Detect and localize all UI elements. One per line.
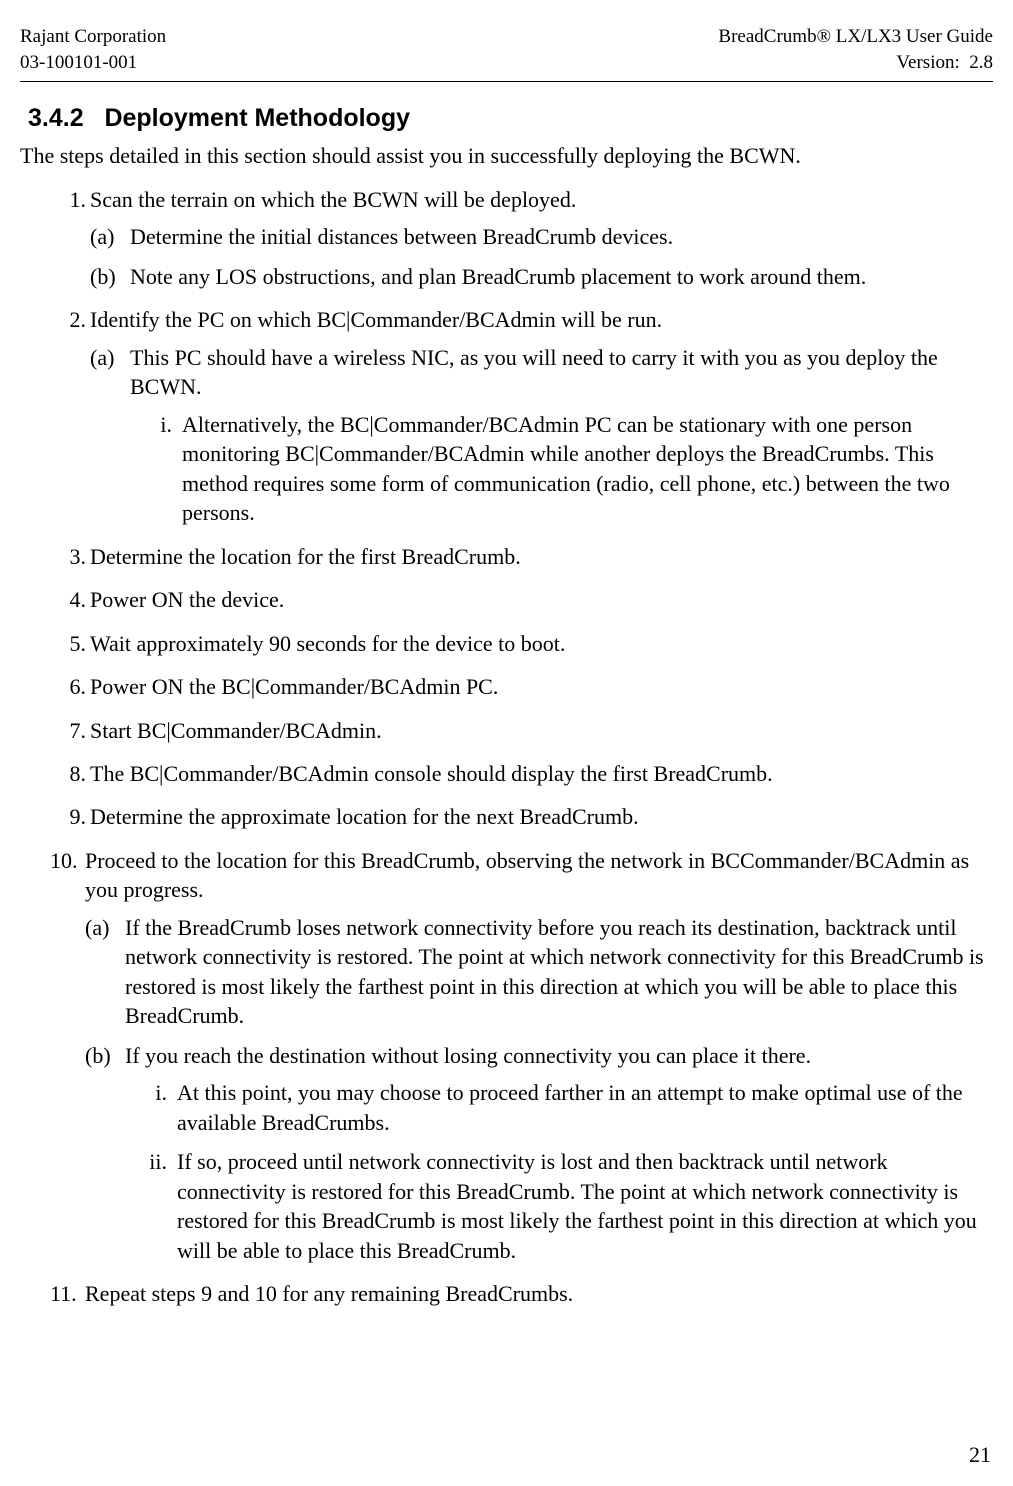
page-header: Rajant Corporation 03-100101-001 BreadCr…: [20, 24, 993, 75]
step-6: 6. Power ON the BC|Commander/BCAdmin PC.: [20, 672, 993, 701]
step-1-sublist: (a) Determine the initial distances betw…: [90, 222, 993, 291]
step-number: 5.: [56, 629, 86, 658]
sub-text: If you reach the destination without los…: [125, 1043, 811, 1068]
step-2a-i: i. Alternatively, the BC|Commander/BCAdm…: [130, 410, 993, 528]
page: Rajant Corporation 03-100101-001 BreadCr…: [0, 0, 1013, 1486]
section-title: Deployment Methodology: [104, 104, 410, 132]
step-10a: (a) If the BreadCrumb loses network conn…: [85, 913, 993, 1031]
sub-text: Determine the initial distances between …: [130, 224, 673, 249]
step-text: Repeat steps 9 and 10 for any remaining …: [85, 1281, 573, 1306]
sub-label: (a): [85, 913, 109, 942]
step-10b-i: i. At this point, you may choose to proc…: [125, 1078, 993, 1137]
step-2-sublist: (a) This PC should have a wireless NIC, …: [90, 343, 993, 528]
step-number: 1.: [56, 185, 86, 214]
roman-label: ii.: [133, 1147, 167, 1176]
step-4: 4. Power ON the device.: [20, 585, 993, 614]
step-text: Determine the location for the first Bre…: [90, 544, 521, 569]
step-number: 7.: [56, 716, 86, 745]
step-1a: (a) Determine the initial distances betw…: [90, 222, 993, 251]
steps-list: 1. Scan the terrain on which the BCWN wi…: [20, 185, 993, 1309]
step-3: 3. Determine the location for the first …: [20, 542, 993, 571]
sub-label: (a): [90, 343, 114, 372]
roman-text: At this point, you may choose to proceed…: [177, 1080, 963, 1134]
sub-text: Note any LOS obstructions, and plan Brea…: [130, 264, 866, 289]
step-10b: (b) If you reach the destination without…: [85, 1041, 993, 1265]
step-8: 8. The BC|Commander/BCAdmin console shou…: [20, 759, 993, 788]
step-number: 4.: [56, 585, 86, 614]
step-text: Determine the approximate location for t…: [90, 804, 639, 829]
header-left: Rajant Corporation 03-100101-001: [20, 24, 166, 75]
header-right: BreadCrumb® LX/LX3 User Guide Version: 2…: [718, 24, 993, 75]
section-heading: 3.4.2 Deployment Methodology: [28, 104, 993, 133]
step-10b-ii: ii. If so, proceed until network connect…: [125, 1147, 993, 1265]
step-text: The BC|Commander/BCAdmin console should …: [90, 761, 773, 786]
step-number: 3.: [56, 542, 86, 571]
roman-text: Alternatively, the BC|Commander/BCAdmin …: [182, 412, 950, 525]
step-5: 5. Wait approximately 90 seconds for the…: [20, 629, 993, 658]
header-rule: [20, 81, 993, 82]
step-number: 11.: [50, 1279, 84, 1308]
sub-label: (b): [85, 1041, 111, 1070]
step-number: 6.: [56, 672, 86, 701]
step-text: Power ON the device.: [90, 587, 284, 612]
step-text: Scan the terrain on which the BCWN will …: [90, 187, 576, 212]
step-text: Start BC|Commander/BCAdmin.: [90, 718, 382, 743]
step-text: Wait approximately 90 seconds for the de…: [90, 631, 565, 656]
step-number: 8.: [56, 759, 86, 788]
roman-text: If so, proceed until network connectivit…: [177, 1149, 977, 1262]
step-7: 7. Start BC|Commander/BCAdmin.: [20, 716, 993, 745]
roman-label: i.: [138, 410, 172, 439]
step-text: Identify the PC on which BC|Commander/BC…: [90, 307, 662, 332]
header-company: Rajant Corporation: [20, 26, 166, 47]
page-number: 21: [969, 1442, 991, 1468]
step-2: 2. Identify the PC on which BC|Commander…: [20, 305, 993, 527]
step-text: Proceed to the location for this BreadCr…: [85, 848, 969, 902]
step-10b-sublist: i. At this point, you may choose to proc…: [125, 1078, 993, 1265]
sub-text: If the BreadCrumb loses network connecti…: [125, 915, 984, 1028]
step-number: 10.: [50, 846, 84, 875]
header-docnum: 03-100101-001: [20, 52, 137, 73]
sub-label: (a): [90, 222, 114, 251]
sub-text: This PC should have a wireless NIC, as y…: [130, 345, 938, 399]
header-product: BreadCrumb® LX/LX3 User Guide: [718, 26, 993, 47]
step-2a: (a) This PC should have a wireless NIC, …: [90, 343, 993, 528]
section-number: 3.4.2: [28, 104, 84, 132]
step-2a-sublist: i. Alternatively, the BC|Commander/BCAdm…: [130, 410, 993, 528]
step-10-sublist: (a) If the BreadCrumb loses network conn…: [85, 913, 993, 1265]
step-1b: (b) Note any LOS obstructions, and plan …: [90, 262, 993, 291]
step-11: 11. Repeat steps 9 and 10 for any remain…: [20, 1279, 993, 1308]
step-10: 10. Proceed to the location for this Bre…: [20, 846, 993, 1265]
sub-label: (b): [90, 262, 116, 291]
intro-paragraph: The steps detailed in this section shoul…: [20, 141, 993, 171]
step-1: 1. Scan the terrain on which the BCWN wi…: [20, 185, 993, 291]
step-text: Power ON the BC|Commander/BCAdmin PC.: [90, 674, 498, 699]
step-9: 9. Determine the approximate location fo…: [20, 802, 993, 831]
header-version: Version: 2.8: [896, 52, 993, 73]
step-number: 9.: [56, 802, 86, 831]
step-number: 2.: [56, 305, 86, 334]
roman-label: i.: [133, 1078, 167, 1107]
